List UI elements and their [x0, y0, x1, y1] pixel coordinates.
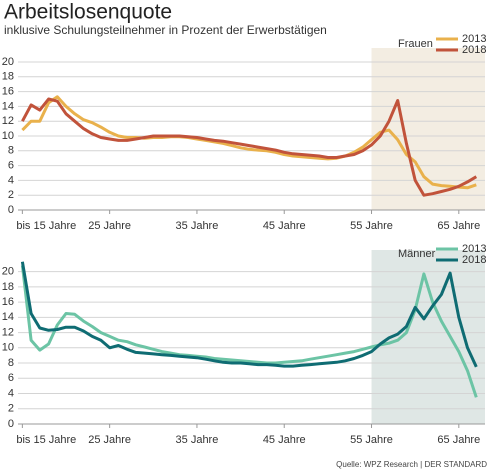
- series-line: [20, 265, 478, 398]
- x-tick-label: 25 Jahre: [88, 220, 131, 232]
- source: Quelle: WPZ Research | DER STANDARD: [336, 460, 487, 469]
- y-tick-label: 6: [8, 372, 14, 384]
- y-tick-label: 0: [8, 204, 14, 216]
- x-tick-label: 65 Jahre: [437, 220, 480, 232]
- x-tick-label: 35 Jahre: [176, 220, 219, 232]
- panel-label: Frauen: [398, 38, 433, 50]
- x-tick-label: bis 15 Jahre: [16, 434, 76, 446]
- y-tick-label: 0: [8, 418, 14, 430]
- x-tick-label: 35 Jahre: [176, 434, 219, 446]
- y-tick-label: 2: [8, 189, 14, 201]
- series-line: [21, 97, 478, 197]
- y-tick-label: 4: [8, 387, 14, 399]
- legend-label: 2013: [462, 33, 486, 45]
- y-tick-label: 14: [2, 311, 14, 323]
- y-tick-label: 8: [8, 357, 14, 369]
- chart-subtitle: inklusive Schulungsteilnehmer in Prozent…: [4, 23, 327, 37]
- x-tick-label: bis 15 Jahre: [16, 220, 76, 232]
- legend-label: 2018: [462, 254, 486, 266]
- y-tick-label: 2: [8, 403, 14, 415]
- legend-label: 2018: [462, 44, 486, 56]
- legend-label: 2013: [462, 243, 486, 255]
- panel-label: Männer: [398, 248, 436, 260]
- y-tick-label: 4: [8, 174, 14, 186]
- y-tick-label: 12: [2, 326, 14, 338]
- chart-title: Arbeitslosenquote: [4, 1, 172, 24]
- x-tick-label: 65 Jahre: [437, 434, 480, 446]
- y-tick-label: 12: [2, 115, 14, 127]
- x-tick-label: 45 Jahre: [263, 434, 306, 446]
- y-tick-label: 10: [2, 130, 14, 142]
- y-tick-label: 10: [2, 342, 14, 354]
- x-tick-label: 55 Jahre: [350, 220, 393, 232]
- x-tick-label: 55 Jahre: [350, 434, 393, 446]
- y-tick-label: 16: [2, 86, 14, 98]
- x-tick-label: 45 Jahre: [263, 220, 306, 232]
- y-tick-label: 14: [2, 100, 14, 112]
- y-tick-label: 20: [2, 266, 14, 278]
- y-tick-label: 16: [2, 296, 14, 308]
- x-tick-label: 25 Jahre: [88, 434, 131, 446]
- y-tick-label: 18: [2, 71, 14, 83]
- series-line: [21, 95, 477, 190]
- y-tick-label: 8: [8, 145, 14, 157]
- y-tick-label: 6: [8, 160, 14, 172]
- series-line: [20, 261, 478, 368]
- y-tick-label: 20: [2, 56, 14, 68]
- y-tick-label: 18: [2, 281, 14, 293]
